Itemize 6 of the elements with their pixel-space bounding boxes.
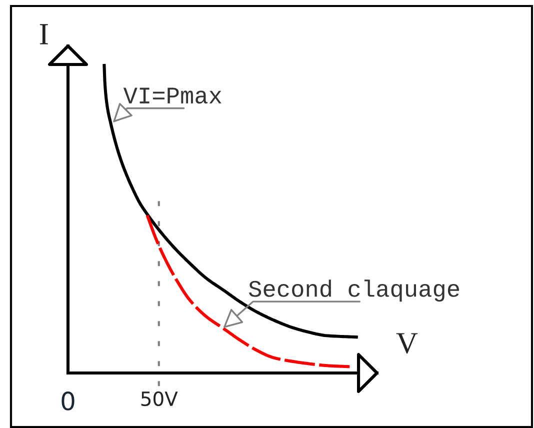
- y-axis-title: I: [40, 24, 48, 44]
- x-axis-title: V: [396, 333, 418, 354]
- x-tick-label: 0: [62, 391, 74, 410]
- x-tick-label: 50V: [141, 391, 178, 406]
- annotation: Second claquage: [248, 280, 460, 302]
- annotation: VI=Pmax: [123, 88, 222, 104]
